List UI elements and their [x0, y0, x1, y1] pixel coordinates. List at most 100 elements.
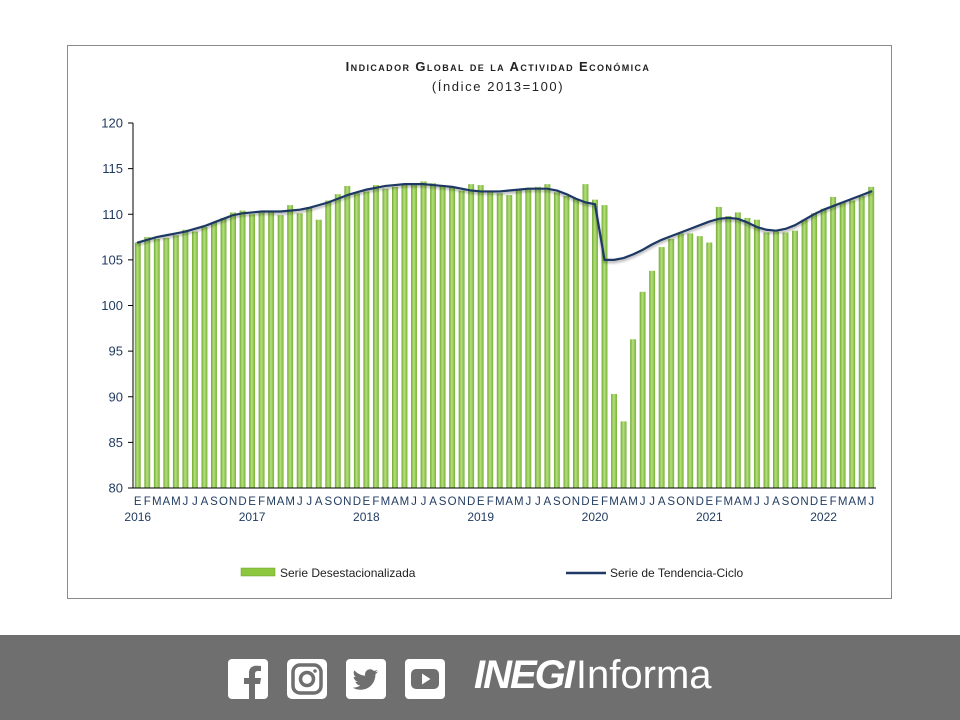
x-tick-month: E: [134, 496, 142, 508]
x-tick-month: N: [457, 496, 465, 508]
chart-title: Indicador Global de la Actividad Económi…: [346, 59, 651, 74]
bar: [258, 211, 265, 488]
x-tick-month: A: [848, 496, 856, 508]
x-tick-month: A: [544, 496, 552, 508]
bar: [325, 200, 332, 488]
bar: [468, 184, 475, 488]
bar: [849, 200, 856, 488]
x-tick-month: M: [724, 496, 734, 508]
bar: [553, 192, 560, 488]
bar: [744, 217, 751, 488]
bar: [401, 184, 408, 488]
legend: Serie Desestacionalizada Serie de Tenden…: [240, 566, 744, 580]
bar: [601, 205, 608, 488]
youtube-icon[interactable]: [405, 659, 445, 699]
inegi-informa-logo: INEGIInforma: [474, 653, 712, 703]
x-tick-month: F: [144, 496, 151, 508]
bar: [639, 291, 646, 488]
bar: [287, 205, 294, 488]
x-tick-month: J: [183, 496, 189, 508]
bar: [792, 230, 798, 489]
bar: [649, 270, 656, 488]
brand-inegi: INEGI: [474, 653, 575, 697]
bar: [211, 222, 217, 488]
bar: [477, 185, 484, 489]
bar: [496, 193, 503, 488]
bar: [182, 229, 189, 488]
x-tick-month: M: [152, 496, 162, 508]
x-tick-month: O: [562, 496, 571, 508]
bar: [296, 213, 303, 488]
x-tick-month: D: [353, 496, 361, 508]
trend-line: [136, 183, 873, 261]
x-tick-month: D: [238, 496, 246, 508]
x-tick-month: A: [429, 496, 437, 508]
x-tick-month: D: [810, 496, 818, 508]
bar: [353, 193, 360, 488]
bar: [372, 185, 379, 489]
bar: [715, 206, 722, 488]
x-tick-month: E: [248, 496, 256, 508]
bar: [277, 215, 284, 488]
bar: [134, 242, 141, 488]
bar: [868, 186, 875, 488]
x-tick-month: O: [676, 496, 685, 508]
instagram-icon[interactable]: [287, 659, 327, 699]
x-tick-month: N: [343, 496, 351, 508]
bar: [430, 183, 437, 488]
y-tick-label: 120: [101, 116, 123, 131]
x-tick-month: E: [820, 496, 828, 508]
x-tick-month: J: [535, 496, 541, 508]
bar: [487, 192, 494, 488]
x-tick-month: F: [830, 496, 837, 508]
x-tick-month: E: [363, 496, 371, 508]
bar: [163, 237, 170, 488]
x-tick-year: 2016: [124, 510, 151, 524]
x-tick-month: A: [163, 496, 171, 508]
bar: [201, 227, 208, 488]
y-tick-label: 80: [109, 481, 123, 496]
bar: [315, 219, 322, 488]
bar: [763, 232, 770, 488]
x-tick-month: M: [743, 496, 753, 508]
x-tick-month: M: [495, 496, 505, 508]
bar: [811, 213, 818, 488]
x-tick-month: J: [421, 496, 427, 508]
x-tick-month: F: [372, 496, 379, 508]
y-axis: 80 85 90 95 100 105 110 115 120: [101, 116, 134, 496]
bar: [153, 238, 160, 488]
bar: [220, 217, 227, 488]
x-tick-month: J: [649, 496, 655, 508]
twitter-icon[interactable]: [346, 659, 386, 699]
bar: [191, 231, 198, 488]
x-tick-month: O: [791, 496, 800, 508]
x-tick-month: F: [601, 496, 608, 508]
x-tick-year: 2020: [582, 510, 609, 524]
y-tick-label: 115: [102, 161, 123, 176]
bar: [230, 212, 236, 489]
bar: [582, 184, 589, 488]
x-tick-month: A: [391, 496, 399, 508]
x-tick-month: J: [306, 496, 312, 508]
bar: [620, 421, 627, 488]
x-tick-month: J: [764, 496, 770, 508]
facebook-icon[interactable]: [228, 659, 268, 699]
y-tick-label: 85: [109, 435, 123, 450]
x-tick-month: S: [324, 496, 332, 508]
x-tick-month: D: [696, 496, 704, 508]
x-tick-month: J: [297, 496, 303, 508]
bar: [458, 190, 465, 488]
x-tick-month: M: [266, 496, 276, 508]
y-tick-label: 100: [101, 298, 123, 313]
x-tick-month: M: [838, 496, 848, 508]
x-tick-year: 2021: [696, 510, 723, 524]
bar: [801, 219, 808, 488]
x-tick-month: A: [772, 496, 780, 508]
y-tick-label: 90: [109, 389, 123, 404]
x-tick-month: A: [658, 496, 666, 508]
x-tick-month: A: [734, 496, 742, 508]
x-tick-month: J: [525, 496, 531, 508]
x-tick-month: E: [591, 496, 599, 508]
bar: [392, 186, 398, 488]
